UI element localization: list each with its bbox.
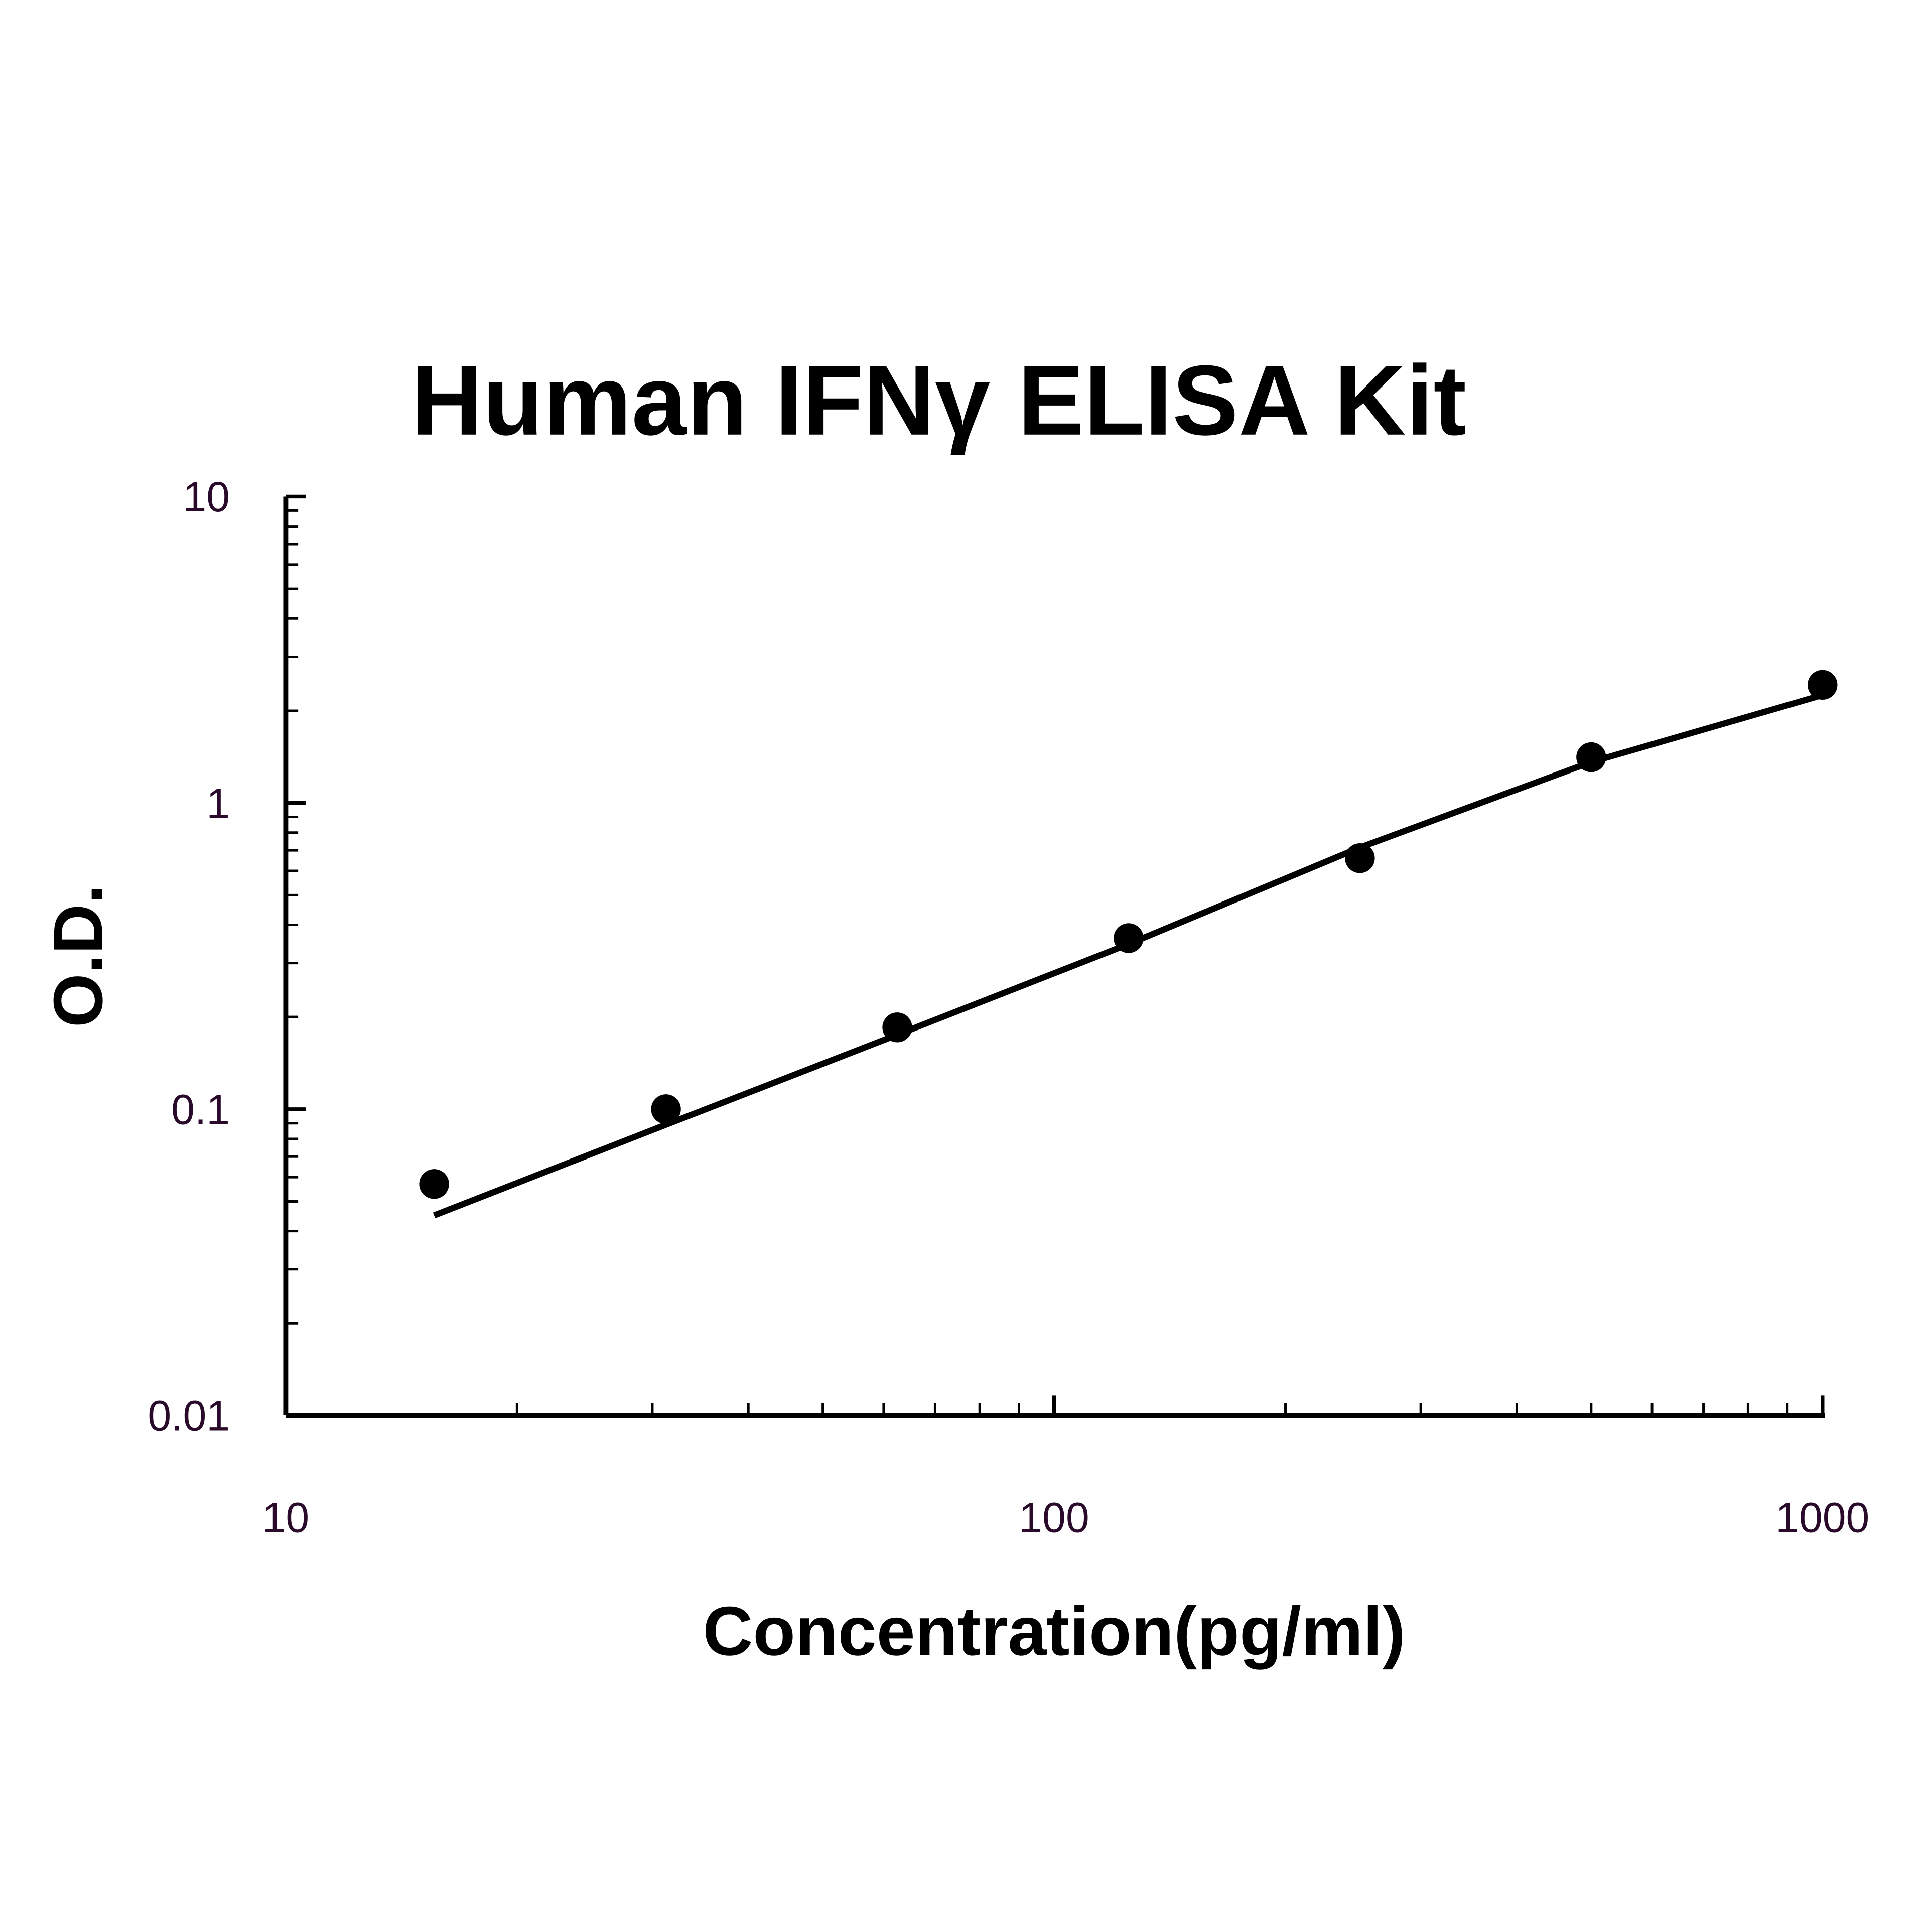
x-tick-label: 100 [1019,1494,1089,1541]
x-tick-label: 10 [262,1494,310,1541]
y-axis-label: O.D. [40,884,117,1027]
y-tick-label: 0.1 [171,1086,230,1133]
fit-line [433,692,1824,1219]
y-tick-label: 1 [206,780,230,827]
chart-title: Human IFNγ ELISA Kit [411,345,1466,456]
y-tick-label: 10 [183,473,230,521]
data-point [651,1094,681,1124]
y-tick-label: 0.01 [148,1392,230,1440]
data-point [419,1169,449,1199]
data-point [1808,670,1838,700]
x-tick-label: 1000 [1775,1494,1869,1541]
x-axis-label: Concentration(pg/ml) [703,1593,1405,1670]
